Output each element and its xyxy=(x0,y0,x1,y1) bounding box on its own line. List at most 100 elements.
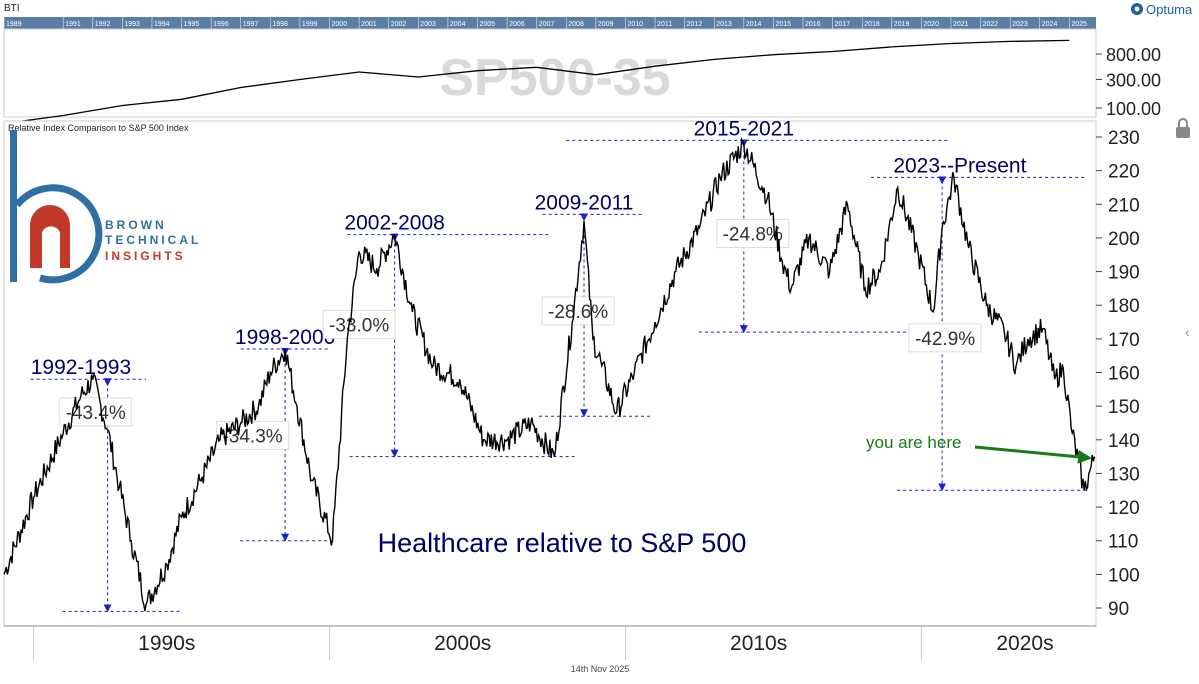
main-chart-title: Healthcare relative to S&P 500 xyxy=(378,528,747,558)
logo-line-brown: BROWN xyxy=(105,218,167,232)
logo-red-mark xyxy=(30,205,70,268)
year-label: 2004 xyxy=(450,21,466,28)
logo-stem xyxy=(10,130,17,282)
logo-line-technical: TECHNICAL xyxy=(105,233,201,247)
year-label: 1995 xyxy=(184,21,200,28)
era-label: 2002-2008 xyxy=(344,212,444,235)
drawdown-pct-label: -43.4% xyxy=(66,403,126,424)
chart-date: 14th Nov 2025 xyxy=(571,664,630,674)
main-y-tick-label: 210 xyxy=(1108,195,1140,216)
year-label: 1999 xyxy=(302,21,318,28)
era-label: 2023--Present xyxy=(893,154,1026,177)
collapse-chevron-icon[interactable]: ‹ xyxy=(1185,324,1190,340)
decade-label: 2010s xyxy=(730,632,787,655)
year-label: 2005 xyxy=(479,21,495,28)
main-y-tick-label: 200 xyxy=(1108,229,1140,250)
drawdown-pct-label: -42.9% xyxy=(915,329,975,350)
main-y-tick-label: 220 xyxy=(1108,162,1140,183)
year-label: 2022 xyxy=(983,21,999,28)
annotation-2009-2011: 2009-2011 -28.6% xyxy=(535,191,653,418)
panel-subtitle: Relative Index Comparison to S&P 500 Ind… xyxy=(8,123,189,133)
main-y-axis: 90 100 110 120 130 140 150 160 170 180 190 200 210 22… xyxy=(1096,128,1140,620)
drawdown-pct-label: -28.6% xyxy=(548,302,608,323)
lock-icon[interactable] xyxy=(1176,118,1190,138)
year-label: 1994 xyxy=(154,21,170,28)
year-label: 2023 xyxy=(1012,21,1028,28)
x-axis-decades: 1990s 2000s 2010s 2020s xyxy=(138,632,1053,655)
decade-label: 2000s xyxy=(434,632,491,655)
main-y-tick-label: 110 xyxy=(1108,532,1138,553)
you-are-here-arrow xyxy=(974,445,1092,464)
top-y-tick-label: 100.00 xyxy=(1106,99,1161,119)
main-y-tick-label: 180 xyxy=(1108,296,1140,317)
drawdown-pct-label: -24.8% xyxy=(723,225,783,246)
annotation-2002-2008: 2002-2008 -33.0% xyxy=(322,212,576,458)
drawdown-pct-label: -33.0% xyxy=(329,315,389,336)
decade-label: 2020s xyxy=(996,632,1053,655)
year-label: 2017 xyxy=(835,21,851,28)
year-label: 2002 xyxy=(391,21,407,28)
year-label: 1989 xyxy=(6,21,22,28)
annotation-1992-1993: 1992-1993 -43.4% xyxy=(30,356,182,613)
year-label: 1991 xyxy=(65,21,81,28)
main-y-tick-label: 100 xyxy=(1108,565,1140,586)
year-label: 2025 xyxy=(1071,21,1087,28)
year-label: 2007 xyxy=(539,21,555,28)
main-y-tick-label: 90 xyxy=(1108,599,1129,620)
annotation-1998-2000: 1998-2000-34.3% xyxy=(216,326,335,542)
year-label: 2013 xyxy=(716,21,732,28)
year-label: 2018 xyxy=(864,21,880,28)
year-label: 2021 xyxy=(953,21,969,28)
year-label: 2016 xyxy=(805,21,821,28)
you-are-here-label: you are here xyxy=(866,433,961,452)
year-label: 2011 xyxy=(657,21,672,28)
year-label: 2001 xyxy=(361,21,377,28)
year-label: 2009 xyxy=(598,21,614,28)
year-strip xyxy=(4,17,1096,29)
main-y-tick-label: 130 xyxy=(1108,464,1140,485)
year-label: 2003 xyxy=(420,21,436,28)
main-panel xyxy=(3,120,1097,627)
main-y-tick-label: 120 xyxy=(1108,498,1140,519)
watermark: SP500-35 xyxy=(439,49,670,107)
sp500-line xyxy=(3,39,1070,125)
healthcare-relative-line xyxy=(3,137,1096,612)
year-label: 1998 xyxy=(272,21,288,28)
annotation-2015-2021: 2015-2021 -24.8% xyxy=(566,117,949,334)
top-panel xyxy=(3,28,1097,118)
main-y-tick-label: 190 xyxy=(1108,263,1140,284)
year-label: 2006 xyxy=(509,21,525,28)
brand-label: Optuma xyxy=(1146,2,1193,17)
year-label: 2015 xyxy=(775,21,791,28)
era-label: 1998-2000 xyxy=(235,326,335,349)
logo-bowl xyxy=(14,184,103,284)
year-label: 2020 xyxy=(923,21,939,28)
drawdown-box xyxy=(908,323,982,353)
top-y-tick-label: 800.00 xyxy=(1106,45,1161,65)
optuma-brand: Optuma xyxy=(1131,2,1193,17)
top-y-axis: 100.00 300.00 800.00 xyxy=(1096,45,1161,119)
drawdown-annotations: 1992-1993 -43.4% 1998-2000-34.3% 2002-2008 -… xyxy=(30,117,1088,613)
drawdown-box xyxy=(541,296,615,326)
year-label: 2024 xyxy=(1042,21,1058,28)
year-label: 1992 xyxy=(95,21,111,28)
year-label: 2014 xyxy=(746,21,762,28)
year-label: 1996 xyxy=(213,21,229,28)
logo-line-insights: INSIGHTS xyxy=(105,249,186,263)
year-label: 2008 xyxy=(568,21,584,28)
drawdown-box xyxy=(322,309,396,339)
ticker-label: BTI xyxy=(4,3,20,14)
top-y-tick-label: 300.00 xyxy=(1106,70,1161,90)
main-y-tick-label: 160 xyxy=(1108,364,1140,385)
era-label: 2009-2011 xyxy=(535,191,634,214)
year-strip-labels: 1989 1991 1992 1993 1994 1995 1996 1997 1998 1999… xyxy=(3,17,1087,29)
brown-technical-insights-logo: BROWN TECHNICAL INSIGHTS xyxy=(10,130,201,284)
era-label: 2015-2021 xyxy=(694,117,794,140)
era-label: 1992-1993 xyxy=(31,356,131,379)
year-label: 1993 xyxy=(124,21,140,28)
year-label: 2000 xyxy=(332,21,348,28)
main-y-tick-label: 230 xyxy=(1108,128,1140,149)
main-y-tick-label: 170 xyxy=(1108,330,1140,351)
decade-gridlines xyxy=(4,625,1096,660)
